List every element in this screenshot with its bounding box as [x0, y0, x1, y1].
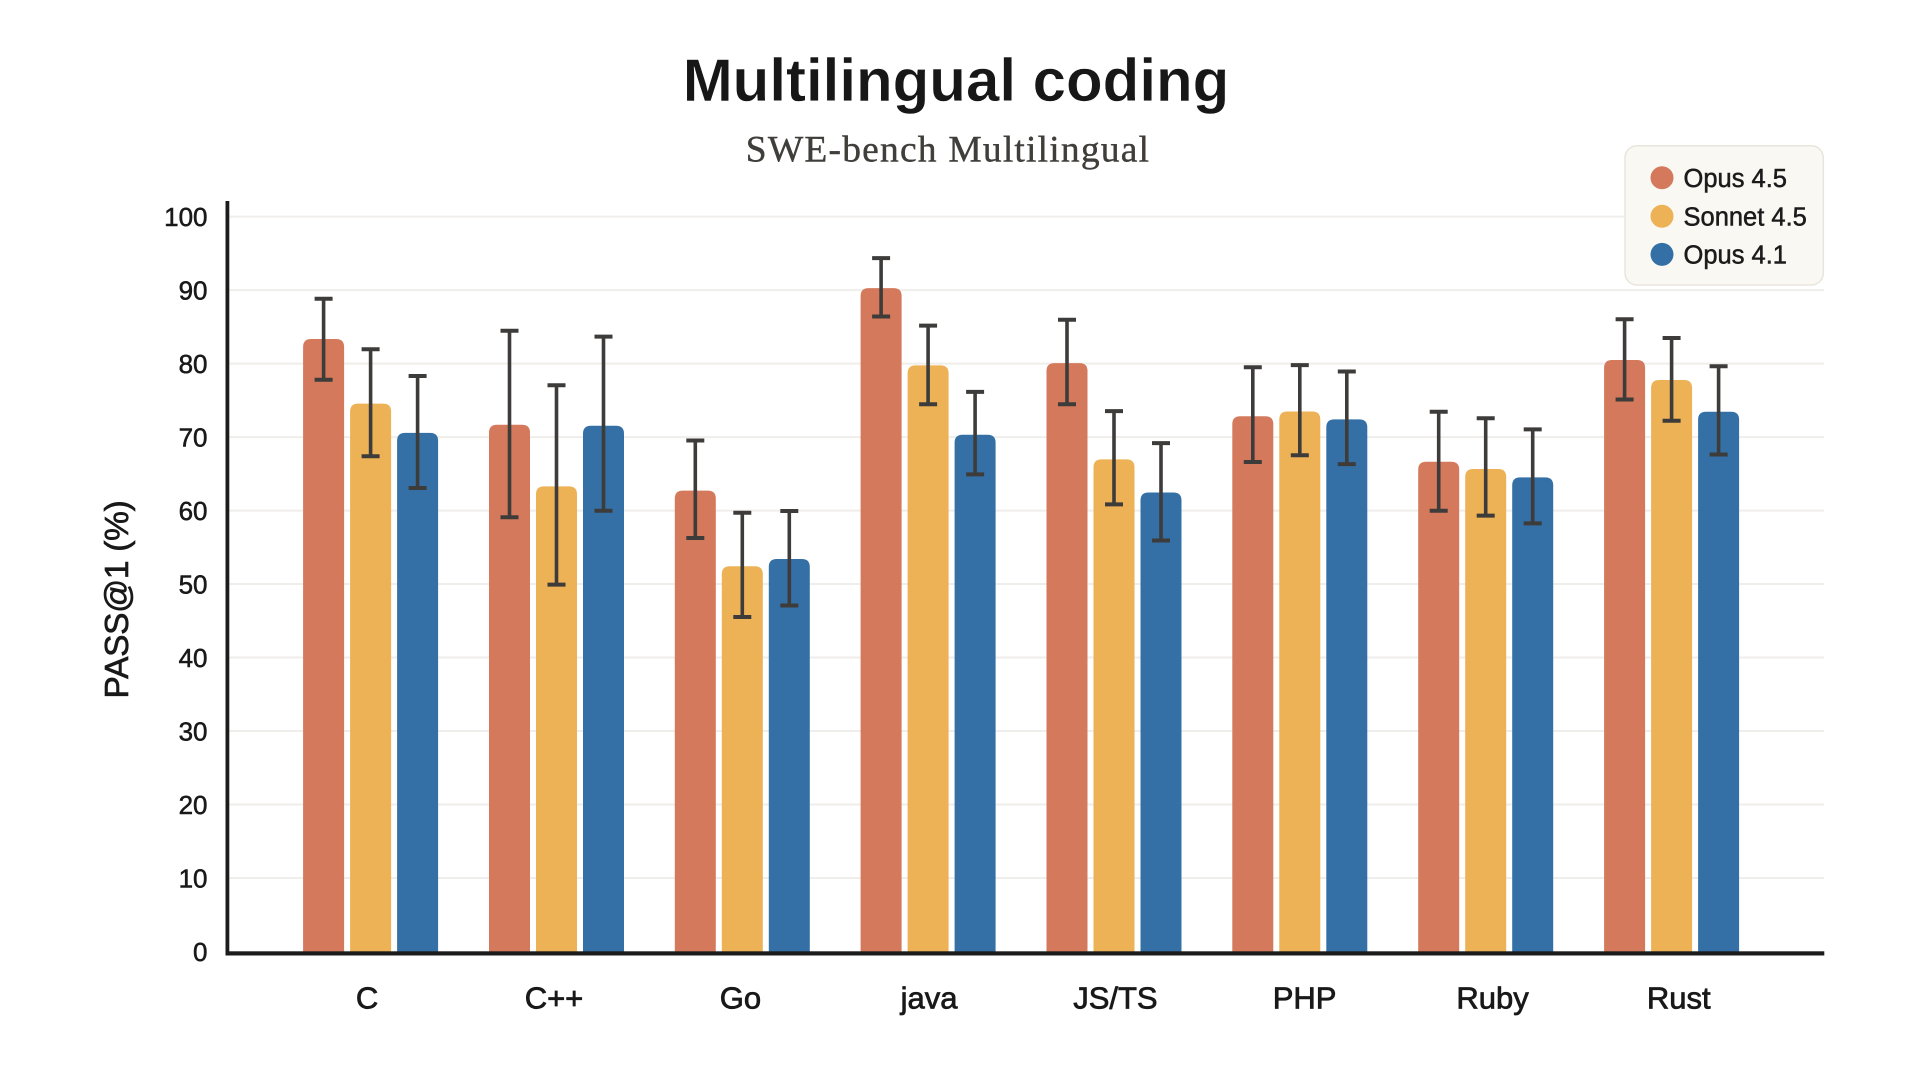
svg-text:40: 40 [179, 643, 208, 673]
svg-text:70: 70 [179, 422, 208, 452]
svg-text:20: 20 [179, 790, 208, 820]
svg-text:Go: Go [720, 980, 761, 1015]
svg-text:30: 30 [179, 716, 208, 746]
svg-text:PHP: PHP [1273, 980, 1337, 1015]
svg-text:50: 50 [179, 569, 208, 599]
svg-text:Ruby: Ruby [1456, 980, 1529, 1015]
svg-text:SWE-bench Multilingual: SWE-bench Multilingual [746, 130, 1150, 171]
svg-text:java: java [900, 980, 959, 1015]
svg-text:Opus 4.1: Opus 4.1 [1684, 242, 1787, 270]
svg-text:60: 60 [179, 496, 208, 526]
svg-text:80: 80 [179, 349, 208, 379]
svg-text:C: C [356, 980, 378, 1015]
svg-text:0: 0 [193, 937, 207, 967]
svg-text:Sonnet 4.5: Sonnet 4.5 [1684, 203, 1807, 231]
svg-text:90: 90 [179, 275, 208, 305]
svg-text:10: 10 [179, 863, 208, 893]
svg-text:PASS@1 (%): PASS@1 (%) [99, 501, 136, 699]
svg-text:Multilingual coding: Multilingual coding [683, 47, 1230, 114]
svg-text:JS/TS: JS/TS [1073, 980, 1157, 1015]
svg-text:Opus 4.5: Opus 4.5 [1684, 165, 1787, 193]
svg-text:C++: C++ [525, 980, 584, 1015]
svg-text:Rust: Rust [1647, 980, 1711, 1015]
svg-text:100: 100 [164, 202, 207, 232]
